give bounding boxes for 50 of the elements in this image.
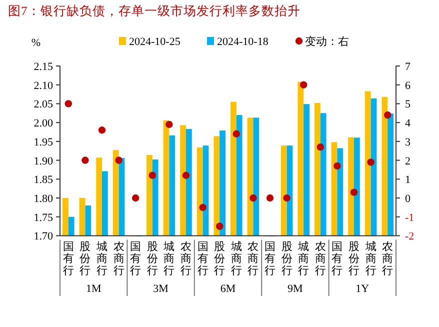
y-tick-label: 2.00: [34, 118, 54, 130]
y-tick-label: 2.05: [34, 98, 54, 111]
y2-tick-label: 4: [405, 118, 411, 130]
y-tick-label: 1.70: [34, 230, 54, 243]
y-tick-label: 2.10: [34, 80, 54, 92]
x-tick-label: 国有行: [62, 241, 74, 277]
chart-title: 图7：银行缺负债，存单一级市场发行利率多数抬升: [8, 3, 300, 18]
y-tick-label: 2.15: [34, 61, 54, 73]
x-tick-label: 城商行: [230, 240, 242, 277]
x-tick-label: 股份行: [146, 241, 158, 277]
y2-tick-label: 2: [405, 155, 410, 168]
y-axis-title: %: [31, 37, 41, 49]
text: 1Y: [356, 283, 370, 295]
x-tick-label: 农商行: [248, 241, 259, 277]
y-tick-label: 1.80: [34, 192, 54, 205]
x-tick-label: 股份行: [80, 241, 91, 277]
y2-tick-label: 1: [405, 174, 410, 186]
y2-tick-label: 6: [405, 80, 411, 92]
x-tick-label: 国有行: [197, 241, 208, 277]
legend-label: 变动：右: [305, 35, 349, 48]
x-tick-label: 城商行: [96, 240, 108, 277]
x-tick-label: 国有行: [264, 241, 276, 277]
x-tick-label: 股份行: [348, 241, 360, 277]
legend-label: 2024-10-25: [129, 36, 181, 48]
legend-label: 2024-10-18: [217, 36, 269, 48]
text: 9M: [288, 283, 304, 295]
x-tick-label: 农商行: [180, 241, 192, 277]
y2-tick-label: -2: [405, 230, 414, 243]
y-tick-label: 1.95: [34, 136, 54, 148]
y-tick-label: 1.75: [34, 212, 54, 224]
x-tick-label: 城商行: [364, 240, 376, 277]
y-tick-label: 1.85: [34, 174, 54, 186]
x-tick-label: 股份行: [214, 241, 226, 277]
x-tick-label: 城商行: [297, 240, 310, 277]
x-tick-label: 农商行: [113, 241, 124, 277]
x-tick-label: 城商行: [162, 240, 175, 277]
x-tick-label: 国有行: [130, 241, 142, 277]
x-tick-label: 国有行: [332, 241, 343, 277]
y2-tick-label: 5: [405, 98, 411, 111]
y2-tick-label: 0: [405, 192, 411, 205]
x-tick-label: 农商行: [382, 241, 394, 277]
x-tick-label: 股份行: [281, 241, 292, 277]
x-tick-label: 农商行: [314, 241, 326, 277]
text: 3M: [153, 283, 169, 295]
y-tick-label: 1.90: [34, 155, 54, 168]
y2-tick-label: 3: [405, 136, 411, 148]
text: 6M: [220, 283, 236, 295]
y2-tick-label: 7: [405, 61, 411, 73]
y2-tick-label: -1: [405, 212, 414, 224]
text: 1M: [86, 283, 102, 295]
